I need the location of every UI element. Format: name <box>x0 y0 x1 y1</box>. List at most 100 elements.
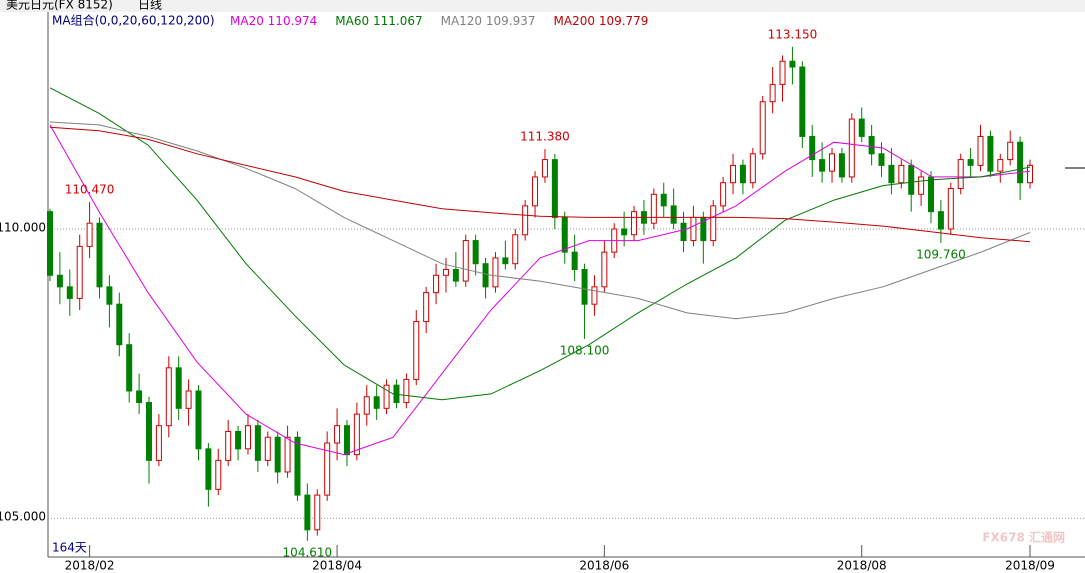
candle-body <box>294 436 301 496</box>
candle-body <box>1017 141 1024 184</box>
candle-body <box>47 211 53 276</box>
candle-body <box>116 303 123 346</box>
legend-entry: MA60 111.067 <box>335 14 422 28</box>
candle-body <box>512 234 519 265</box>
candle-body <box>482 263 489 288</box>
candle-body <box>423 292 430 323</box>
candle-body <box>185 390 192 409</box>
ma-group[interactable]: MA组合(0,0,20,60,120,200) <box>52 13 215 28</box>
candle-body <box>502 257 509 265</box>
candle-body <box>838 153 845 178</box>
candle-body <box>264 436 271 461</box>
candle-body <box>314 494 321 531</box>
candle-body <box>165 367 172 427</box>
candle-body <box>76 245 83 299</box>
candle-body <box>660 193 667 207</box>
x-tick-label: 2018/06 <box>579 559 629 573</box>
candle-body <box>759 101 766 155</box>
candle-body <box>621 228 628 236</box>
legend-entry: MA120 109.937 <box>441 14 536 28</box>
candle-body <box>888 164 895 184</box>
candle-body <box>997 159 1004 172</box>
candle-body <box>215 459 222 490</box>
candle-body <box>601 251 608 288</box>
candle-body <box>136 390 143 404</box>
candle-body <box>126 344 133 392</box>
candle-body <box>551 159 558 218</box>
candle-body <box>155 425 162 461</box>
ma-line <box>49 87 1031 401</box>
y-tick-label: 105.000 <box>0 510 46 524</box>
candle-body <box>749 153 756 184</box>
candle-body <box>106 286 113 305</box>
candle-body <box>205 448 212 490</box>
x-tick-label: 2018/08 <box>837 559 887 573</box>
candle-body <box>908 164 915 195</box>
legend-value: 109.779 <box>599 14 649 28</box>
candle-body <box>739 164 746 184</box>
legend-value: 111.067 <box>373 14 423 28</box>
legend-name: MA120 <box>441 14 482 28</box>
extreme-label: 110.470 <box>65 182 115 196</box>
legend-value: 110.974 <box>268 14 318 28</box>
candle-body <box>334 425 341 444</box>
candle-body <box>452 268 459 282</box>
candle-body <box>363 396 370 415</box>
candle-body <box>730 164 737 184</box>
candle-body <box>769 83 776 103</box>
candle-body <box>829 153 836 172</box>
candle-body <box>225 430 232 461</box>
candle-body <box>373 396 380 409</box>
candle-body <box>680 222 687 242</box>
candle-body <box>274 436 281 473</box>
candle-body <box>670 205 677 224</box>
candle-body <box>720 182 727 207</box>
candle-body <box>492 257 499 288</box>
x-tick-label: 2018/09 <box>1005 559 1055 573</box>
period[interactable]: 日线 <box>138 0 162 12</box>
x-tick-label: 2018/04 <box>312 559 362 573</box>
candle-body <box>86 222 93 247</box>
candle-body <box>254 425 261 461</box>
candle-body <box>304 494 311 531</box>
candle-body <box>284 436 291 473</box>
candle-body <box>779 60 786 85</box>
candle-body <box>56 274 63 288</box>
legend-name: MA200 <box>554 14 595 28</box>
candle-body <box>819 159 826 172</box>
candle-body <box>878 153 885 166</box>
legend-name: MA60 <box>335 14 369 28</box>
header-bar <box>0 0 1085 12</box>
candle-body <box>957 159 964 190</box>
candle-body <box>690 216 697 242</box>
candle-body <box>987 135 994 172</box>
symbol[interactable]: 美元日元(FX 8152) <box>6 0 113 12</box>
ma-line <box>49 124 1031 456</box>
extreme-label: 109.760 <box>916 247 966 261</box>
candle-body <box>898 164 905 184</box>
candle-body <box>591 286 598 305</box>
ma-line <box>49 126 1031 243</box>
candle-body <box>809 135 816 161</box>
candle-body <box>868 135 875 155</box>
candle-body <box>858 118 865 137</box>
candle-body <box>403 378 410 404</box>
candle-body <box>522 205 529 236</box>
candle-body <box>541 159 548 178</box>
legend-name: MA20 <box>230 14 264 28</box>
candle-body <box>937 211 944 230</box>
y-tick-label: 110.000 <box>0 220 46 234</box>
extreme-label: 108.100 <box>560 343 610 357</box>
candle-body <box>650 193 657 224</box>
extreme-label: 111.380 <box>520 130 570 144</box>
candle-body <box>918 176 925 195</box>
candle-body <box>462 240 469 282</box>
candle-body <box>532 176 539 207</box>
candle-body <box>581 268 588 305</box>
extreme-label: 113.150 <box>768 27 818 41</box>
candle-body <box>710 205 717 242</box>
candle-body <box>324 442 331 496</box>
candle-body <box>66 286 73 299</box>
candle-body <box>848 118 855 178</box>
